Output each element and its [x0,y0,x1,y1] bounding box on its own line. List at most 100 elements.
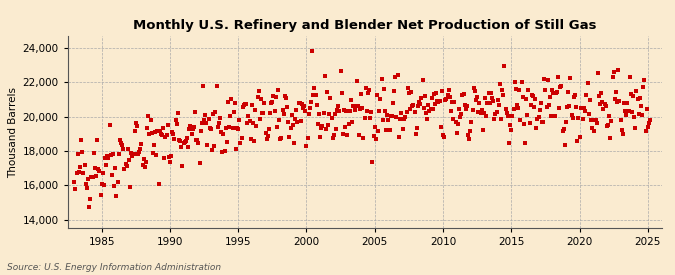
Point [623,109,634,113]
Point [612,100,622,104]
Point [134,150,144,155]
Point [504,141,514,145]
Point [143,114,154,118]
Point [500,106,511,111]
Point [608,75,618,79]
Point [234,117,245,122]
Point [218,131,229,136]
Point [195,129,206,133]
Point [566,113,577,117]
Point [321,126,331,131]
Point [631,89,642,94]
Point [271,95,281,100]
Point [127,154,138,159]
Point [603,123,614,127]
Point [354,107,365,112]
Point [359,116,370,120]
Point [472,95,483,99]
Point [296,119,306,123]
Point [523,88,534,92]
Point [260,131,271,136]
Point [144,131,155,136]
Point [161,133,172,137]
Point [271,125,282,129]
Point [508,107,519,111]
Point [599,102,610,106]
Point [526,93,537,97]
Point [198,118,209,122]
Point [462,133,473,137]
Point [221,140,232,144]
Point [374,109,385,113]
Point [377,118,388,123]
Point [213,121,224,125]
Point [640,129,651,134]
Point [273,88,284,92]
Point [364,88,375,92]
Point [169,137,180,141]
Point [562,105,572,109]
Point [543,103,554,108]
Point [468,86,479,91]
Point [480,96,491,100]
Point [342,133,353,137]
Point [275,137,286,141]
Point [310,93,321,97]
Point [372,92,383,97]
Point [582,81,593,85]
Point [350,108,361,112]
Point [110,166,121,170]
Point [626,110,637,115]
Point [344,109,355,113]
Point [394,135,404,140]
Point [72,152,83,156]
Point [397,117,408,121]
Point [563,90,574,94]
Point [202,142,213,147]
Point [119,167,130,171]
Point [467,108,478,113]
Point [460,107,471,112]
Point [226,97,237,101]
Point [379,109,390,113]
Point [76,138,86,142]
Point [408,103,418,107]
Point [70,186,81,191]
Point [464,136,475,141]
Point [497,88,508,92]
Point [340,125,350,129]
Point [238,103,249,108]
Point [568,95,579,99]
Point [314,112,325,116]
Point [198,83,209,88]
Point [111,193,122,198]
Point [532,117,543,122]
Point [548,91,559,95]
Point [324,112,335,116]
Point [184,127,194,131]
Point [535,101,546,105]
Point [294,100,305,105]
Point [624,75,635,79]
Point [298,105,308,110]
Point [283,120,294,124]
Point [276,135,287,140]
Point [187,127,198,131]
Point [311,103,322,108]
Point [150,130,161,135]
Point [572,139,583,143]
Point [128,152,139,156]
Point [454,107,464,112]
Point [412,104,423,108]
Point [248,121,259,125]
Point [160,135,171,139]
Point [209,144,219,148]
Y-axis label: Thousand Barrels: Thousand Barrels [8,87,18,177]
Point [118,147,129,151]
Point [346,120,357,125]
Point [533,115,544,120]
Point [426,96,437,100]
Point [603,114,614,118]
Point [409,110,420,114]
Point [263,134,273,138]
